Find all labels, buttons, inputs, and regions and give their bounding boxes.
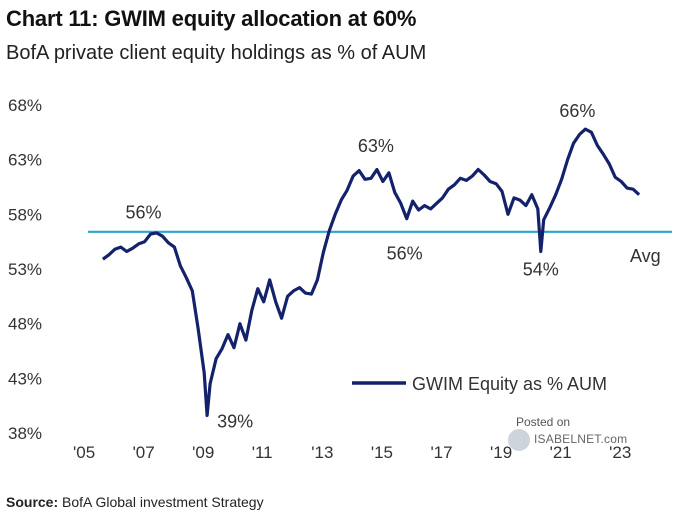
chart-title: Chart 11: GWIM equity allocation at 60% bbox=[6, 6, 417, 31]
annotation-label: 54% bbox=[523, 260, 559, 280]
annotation-label: 39% bbox=[217, 411, 253, 431]
watermark: Posted on ISABELNET.com bbox=[508, 415, 648, 455]
x-tick-label: '17 bbox=[430, 443, 452, 462]
legend: GWIM Equity as % AUM bbox=[352, 374, 607, 394]
annotation-label: 66% bbox=[559, 101, 595, 121]
legend-label: GWIM Equity as % AUM bbox=[412, 374, 607, 394]
y-axis-ticks: 38% 43% 48% 53% 58% 63% 68% bbox=[8, 96, 42, 443]
annotation-label: 56% bbox=[126, 203, 162, 223]
y-tick-label: 43% bbox=[8, 369, 42, 388]
annotation-label: 56% bbox=[387, 244, 423, 264]
x-tick-label: '11 bbox=[252, 443, 273, 462]
source-label: Source: bbox=[6, 494, 59, 510]
source-text: BofA Global investment Strategy bbox=[62, 494, 264, 510]
y-tick-label: 48% bbox=[8, 315, 42, 334]
watermark-site: ISABELNET.com bbox=[534, 432, 628, 446]
watermark-posted: Posted on bbox=[516, 415, 571, 429]
y-tick-label: 38% bbox=[8, 424, 42, 443]
y-tick-label: 53% bbox=[8, 260, 42, 279]
y-tick-label: 58% bbox=[8, 205, 42, 224]
chart-subtitle: BofA private client equity holdings as %… bbox=[6, 42, 427, 64]
x-tick-label: '21 bbox=[550, 443, 572, 462]
x-tick-label: '13 bbox=[311, 443, 333, 462]
x-tick-label: '15 bbox=[371, 443, 393, 462]
annotations: 56% 39% 63% 56% 54% 66% bbox=[126, 101, 596, 431]
line-chart: 38% 43% 48% 53% 58% 63% 68% '05 '07 '09 '11 '13 '15… bbox=[8, 96, 672, 462]
series-line bbox=[101, 127, 641, 418]
x-tick-label: '09 bbox=[192, 443, 214, 462]
x-tick-label: '05 bbox=[73, 443, 95, 462]
y-tick-label: 63% bbox=[8, 151, 42, 170]
x-axis-ticks: '05 '07 '09 '11 '13 '15 '17 '19 '21 '23 bbox=[73, 443, 631, 462]
y-tick-label: 68% bbox=[8, 96, 42, 115]
x-tick-label: '07 bbox=[133, 443, 155, 462]
source-note: Source: BofA Global investment Strategy bbox=[6, 494, 264, 510]
annotation-label: 63% bbox=[358, 136, 394, 156]
x-tick-label: '23 bbox=[609, 443, 631, 462]
globe-icon bbox=[508, 429, 530, 451]
x-tick-label: '19 bbox=[490, 443, 512, 462]
average-label: Avg bbox=[630, 246, 661, 266]
